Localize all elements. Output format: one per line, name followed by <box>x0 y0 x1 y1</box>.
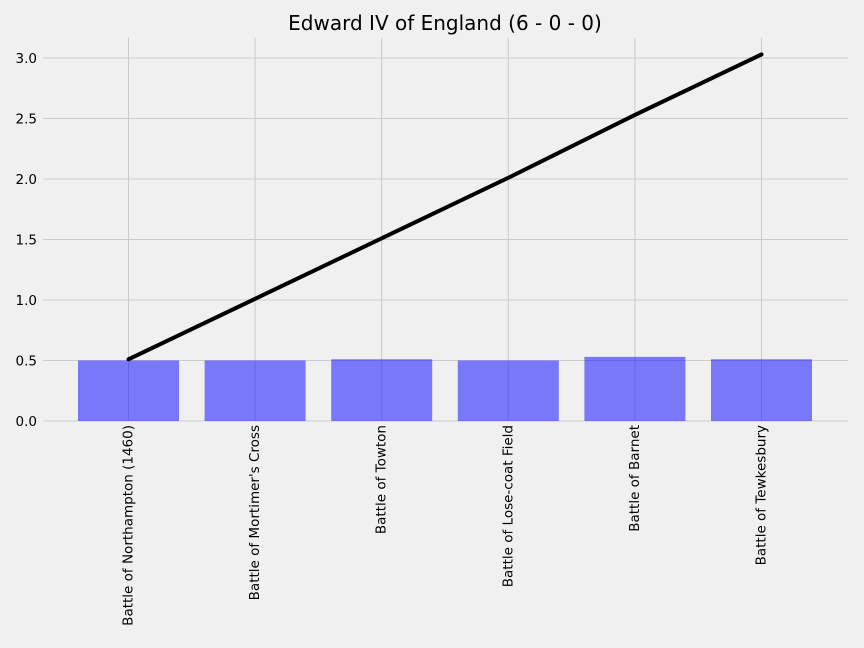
x-tick-labels: Battle of Northampton (1460) Battle of Mo… <box>121 425 770 626</box>
x-tick-label: Battle of Northampton (1460) <box>121 425 137 626</box>
y-tick-labels: 0.0 0.5 1.0 1.5 2.0 2.5 3.0 <box>16 51 37 430</box>
bar <box>78 360 179 421</box>
bar <box>204 360 306 421</box>
line-series <box>126 52 764 362</box>
grid-layer <box>43 38 848 422</box>
bar <box>711 359 812 421</box>
y-tick-label: 0.0 <box>16 414 37 430</box>
y-tick-label: 1.5 <box>16 233 37 249</box>
chart-title: Edward IV of England (6 - 0 - 0) <box>288 11 602 35</box>
y-tick-label: 1.0 <box>16 293 37 309</box>
y-tick-label: 0.5 <box>16 354 37 370</box>
bar <box>457 360 559 421</box>
bar <box>584 356 686 421</box>
y-tick-label: 2.5 <box>16 112 37 128</box>
x-tick-label: Battle of Lose-coat Field <box>500 425 516 587</box>
x-tick-label: Battle of Towton <box>374 425 390 534</box>
bar-layer <box>78 356 812 421</box>
bar <box>331 359 433 421</box>
line-layer <box>126 52 764 362</box>
y-tick-label: 2.0 <box>16 172 37 188</box>
y-tick-label: 3.0 <box>16 51 37 67</box>
x-tick-label: Battle of Barnet <box>627 425 643 532</box>
x-tick-label: Battle of Tewkesbury <box>754 425 770 565</box>
x-tick-label: Battle of Mortimer's Cross <box>247 425 263 600</box>
